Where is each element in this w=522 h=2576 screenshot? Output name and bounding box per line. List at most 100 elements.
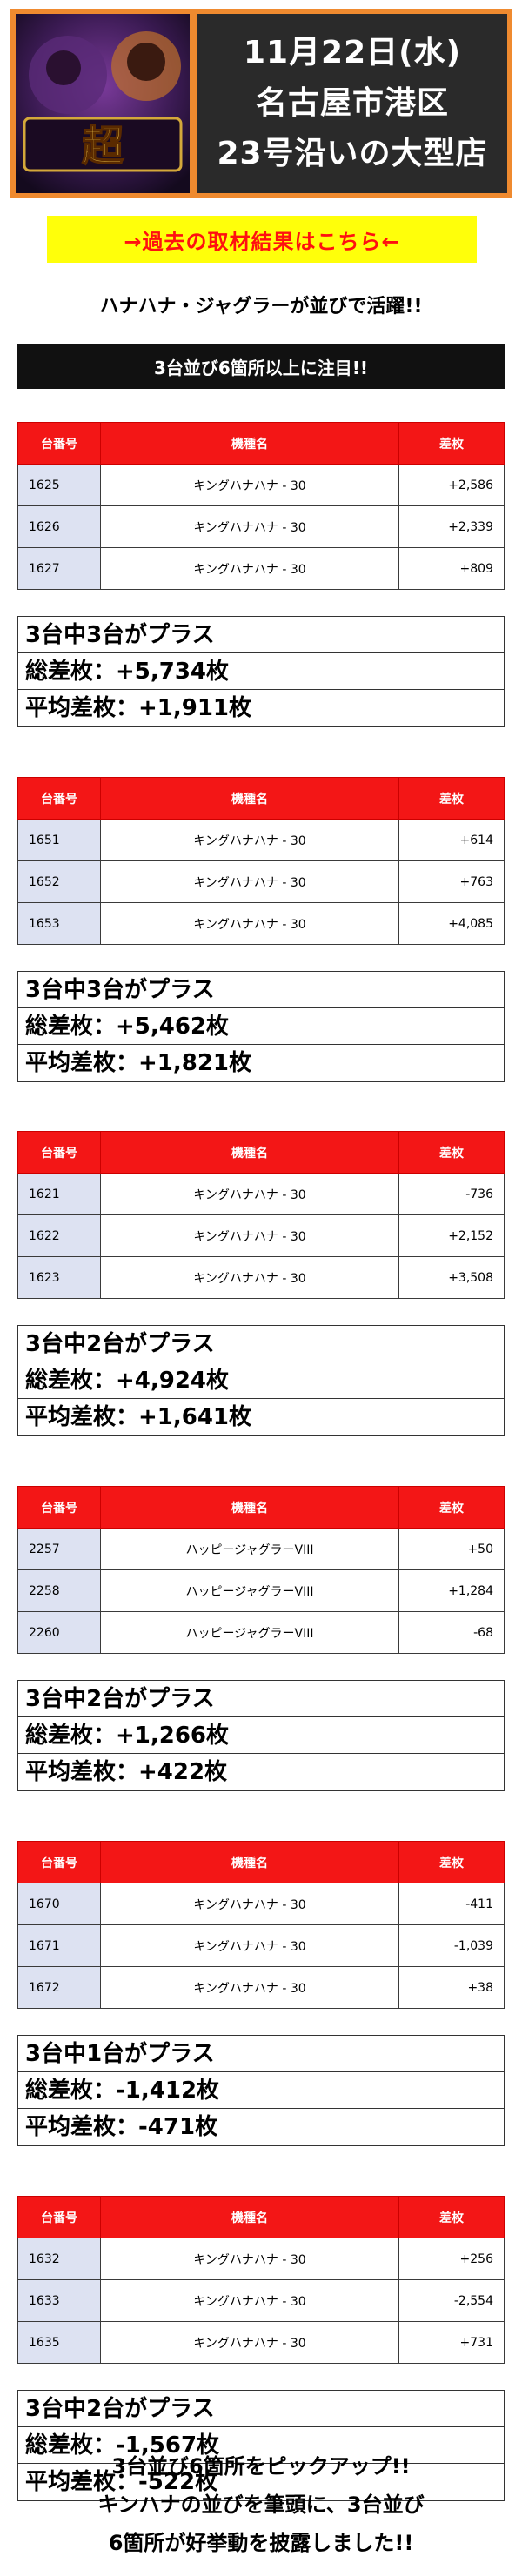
machine-model: キングハナハナ - 30 — [100, 860, 399, 903]
event-store: 23号沿いの大型店 — [217, 136, 488, 171]
table-row: 2260 ハッピージャグラーVIII -68 — [17, 1611, 505, 1654]
coin-difference: +809 — [398, 547, 505, 590]
total-difference: 総差枚：-1,567枚 — [18, 2427, 504, 2464]
machine-number: 1651 — [17, 819, 101, 861]
table-row: 2258 ハッピージャグラーVIII +1,284 — [17, 1569, 505, 1612]
average-difference: 平均差枚：-522枚 — [25, 2469, 218, 2495]
table-header-row: 台番号 機種名 差枚 — [17, 1131, 505, 1174]
column-header: 差枚 — [398, 777, 505, 820]
table-row: 1652 キングハナハナ - 30 +763 — [17, 860, 505, 903]
table-row: 1671 キングハナハナ - 30 -1,039 — [17, 1924, 505, 1967]
machine-model: キングハナハナ - 30 — [100, 2279, 399, 2322]
total-difference: 総差枚：+5,734枚 — [18, 653, 504, 690]
machine-number: 2258 — [17, 1569, 101, 1612]
average-difference: 平均差枚：+1,911枚 — [25, 695, 252, 721]
column-header: 機種名 — [100, 422, 399, 465]
machine-number: 2257 — [17, 1528, 101, 1570]
machine-model: ハッピージャグラーVIII — [100, 1569, 399, 1612]
column-header: 機種名 — [100, 1486, 399, 1529]
total-difference: 総差枚：+5,462枚 — [18, 1008, 504, 1045]
machine-model: キングハナハナ - 30 — [100, 1883, 399, 1925]
table-row: 1635 キングハナハナ - 30 +731 — [17, 2321, 505, 2364]
machine-model: ハッピージャグラーVIII — [100, 1611, 399, 1654]
table-row: 1625 キングハナハナ - 30 +2,586 — [17, 464, 505, 506]
machine-number: 1671 — [17, 1924, 101, 1967]
table-header-row: 台番号 機種名 差枚 — [17, 777, 505, 820]
event-area: 名古屋市港区 — [255, 85, 449, 121]
plus-count: 3台中3台がプラス — [18, 972, 504, 1008]
event-logo: 超 — [16, 14, 190, 193]
event-date: 11月22日(水) — [243, 35, 462, 70]
machine-model: ハッピージャグラーVIII — [100, 1528, 399, 1570]
coin-difference: +2,152 — [398, 1214, 505, 1257]
machine-number: 1653 — [17, 902, 101, 945]
total-difference: 総差枚：+1,266枚 — [18, 1717, 504, 1754]
machine-model: キングハナハナ - 30 — [100, 819, 399, 861]
machine-model: キングハナハナ - 30 — [100, 2321, 399, 2364]
plus-count: 3台中2台がプラス — [18, 1681, 504, 1717]
coin-difference: +256 — [398, 2238, 505, 2280]
machine-model: キングハナハナ - 30 — [100, 2238, 399, 2280]
column-header: 台番号 — [17, 1131, 101, 1174]
summary-box: 3台中2台がプラス 総差枚：+1,266枚平均差枚：+422枚 — [17, 1680, 505, 1791]
average-difference: 平均差枚：+422枚 — [25, 1759, 228, 1785]
summary-box: 3台中3台がプラス 総差枚：+5,462枚 平均差枚：+1,821枚 — [17, 971, 505, 1082]
table-row: 1653 キングハナハナ - 30 +4,085 — [17, 902, 505, 945]
machine-number: 1670 — [17, 1883, 101, 1925]
machine-number: 2260 — [17, 1611, 101, 1654]
table-header-row: 台番号 機種名 差枚 — [17, 422, 505, 465]
machine-model: キングハナハナ - 30 — [100, 1214, 399, 1257]
column-header: 機種名 — [100, 1841, 399, 1883]
plus-count: 3台中1台がプラス — [18, 2036, 504, 2072]
plus-count: 3台中2台がプラス — [18, 1326, 504, 1362]
coin-difference: -68 — [398, 1611, 505, 1654]
coin-difference: +4,085 — [398, 902, 505, 945]
footer-line: キンハナの並びを筆頭に、3台並び — [97, 2492, 425, 2517]
total-difference: 総差枚：+4,924枚 — [18, 1362, 504, 1399]
machine-number: 1625 — [17, 464, 101, 506]
logo-text: 超 — [82, 122, 124, 171]
machine-number: 1633 — [17, 2279, 101, 2322]
machine-number: 1626 — [17, 505, 101, 548]
header-banner: 超 11月22日(水) 名古屋市港区 23号沿いの大型店 — [10, 9, 512, 198]
machine-number: 1622 — [17, 1214, 101, 1257]
coin-difference: +763 — [398, 860, 505, 903]
results-table: 台番号 機種名 差枚 1625 キングハナハナ - 30 +2,586 1626 キングハナハ… — [17, 422, 505, 590]
column-header: 差枚 — [398, 1841, 505, 1883]
summary-box: 3台中2台がプラス 総差枚：-1,567枚 平均差枚：-522枚 — [17, 2390, 505, 2501]
coin-difference: +614 — [398, 819, 505, 861]
coin-difference: -411 — [398, 1883, 505, 1925]
table-header-row: 台番号 機種名 差枚 — [17, 2196, 505, 2238]
machine-model: キングハナハナ - 30 — [100, 464, 399, 506]
coin-difference: -736 — [398, 1173, 505, 1215]
coin-difference: +731 — [398, 2321, 505, 2364]
column-header: 台番号 — [17, 1486, 101, 1529]
machine-model: キングハナハナ - 30 — [100, 505, 399, 548]
results-table: 台番号 機種名 差枚 1621 キングハナハナ - 30 -736 1622 キングハナハナ … — [17, 1131, 505, 1299]
machine-model: キングハナハナ - 30 — [100, 1256, 399, 1299]
table-row: 1633 キングハナハナ - 30 -2,554 — [17, 2279, 505, 2322]
table-row: 1670 キングハナハナ - 30 -411 — [17, 1883, 505, 1925]
machine-model: キングハナハナ - 30 — [100, 547, 399, 590]
results-table: 台番号 機種名 差枚 1651 キングハナハナ - 30 +614 1652 キングハナハナ … — [17, 777, 505, 945]
footer-text: 3台並び6箇所をピックアップ!! キンハナの並びを筆頭に、3台並び 6箇所が好挙… — [0, 2447, 522, 2562]
summary-box: 3台中2台がプラス 総差枚：+4,924枚 平均差枚：+1,641枚 — [17, 1325, 505, 1436]
machine-model: キングハナハナ - 30 — [100, 1924, 399, 1967]
machine-model: キングハナハナ - 30 — [100, 1966, 399, 2009]
coin-difference: +2,339 — [398, 505, 505, 548]
machine-model: キングハナハナ - 30 — [100, 902, 399, 945]
coin-difference: -1,039 — [398, 1924, 505, 1967]
summary-box: 3台中3台がプラス 総差枚：+5,734枚 平均差枚：+1,911枚 — [17, 616, 505, 727]
headline: ハナハナ・ジャグラーが並びで活躍!! — [99, 296, 423, 318]
column-header: 差枚 — [398, 422, 505, 465]
column-header: 台番号 — [17, 777, 101, 820]
machine-number: 1672 — [17, 1966, 101, 2009]
machine-number: 1621 — [17, 1173, 101, 1215]
past-results-link[interactable]: →過去の取材結果はこちら← — [47, 216, 477, 263]
results-table: 台番号 機種名 差枚 1632 キングハナハナ - 30 +256 1633 キングハナハナ … — [17, 2196, 505, 2364]
table-row: 1627 キングハナハナ - 30 +809 — [17, 547, 505, 590]
coin-difference: +3,508 — [398, 1256, 505, 1299]
machine-number: 1632 — [17, 2238, 101, 2280]
coin-difference: +50 — [398, 1528, 505, 1570]
footer-line: 3台並び6箇所をピックアップ!! — [111, 2454, 411, 2479]
